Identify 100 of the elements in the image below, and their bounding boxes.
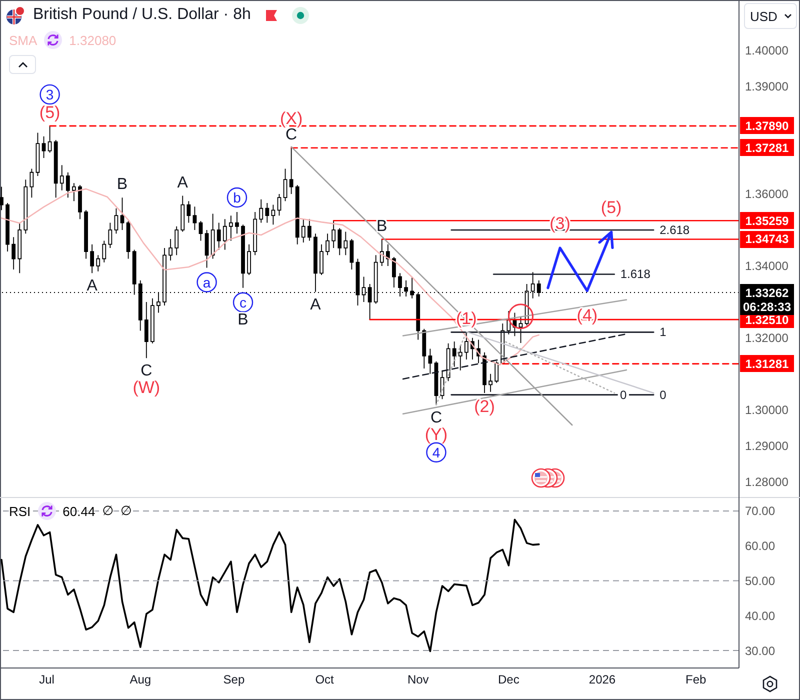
candlestick bbox=[222, 218, 227, 250]
annotation: (2) bbox=[474, 396, 495, 416]
candlestick bbox=[452, 341, 456, 368]
candlestick bbox=[307, 218, 312, 242]
annotation: 1.32080 bbox=[69, 32, 116, 48]
candlestick bbox=[247, 244, 251, 276]
candlestick bbox=[6, 202, 10, 252]
annotation: (W) bbox=[132, 378, 160, 398]
y-tick-label: 1.32000 bbox=[745, 331, 789, 346]
y-tick-label: 1.40000 bbox=[745, 43, 789, 58]
candlestick bbox=[289, 147, 294, 194]
candlestick bbox=[392, 256, 396, 288]
annotation: B bbox=[376, 218, 388, 235]
annotation: C bbox=[430, 409, 442, 426]
data-label: 1.37890 bbox=[740, 117, 794, 134]
candlestick bbox=[301, 218, 306, 244]
series-label: RSI bbox=[9, 504, 31, 518]
candlestick bbox=[192, 206, 197, 230]
candlestick bbox=[422, 328, 426, 369]
x-tick-label: Jul bbox=[39, 672, 54, 687]
annotation: C bbox=[140, 362, 152, 380]
annotation: B bbox=[116, 176, 128, 194]
candlestick bbox=[464, 331, 468, 360]
line-series bbox=[0, 188, 540, 366]
candlestick bbox=[458, 344, 462, 371]
y-tick-label: 30.00 bbox=[745, 644, 776, 658]
annotation: 2.618 bbox=[660, 222, 690, 237]
chart-title: British Pound / U.S. Dollar · 8h bbox=[33, 6, 251, 24]
candlestick bbox=[271, 204, 276, 226]
y-tick-label: 40.00 bbox=[745, 608, 776, 623]
annotation: (5) bbox=[600, 198, 622, 218]
candlestick bbox=[0, 186, 4, 211]
candlestick bbox=[283, 168, 288, 202]
annotation: (X) bbox=[280, 108, 303, 128]
candlestick bbox=[265, 202, 270, 224]
annotation: (5) bbox=[39, 102, 60, 122]
annotation: c bbox=[240, 294, 247, 310]
candlestick bbox=[228, 215, 233, 242]
candlestick bbox=[72, 182, 76, 202]
candlestick bbox=[314, 233, 318, 292]
candlestick bbox=[114, 208, 118, 234]
data-label: 1.35259 bbox=[740, 212, 794, 230]
annotation: 0 bbox=[660, 388, 667, 402]
candlestick bbox=[48, 126, 52, 154]
y-tick-label: 1.28000 bbox=[745, 475, 789, 490]
candlestick bbox=[204, 230, 209, 268]
y-tick-label: 1.34000 bbox=[745, 259, 789, 274]
annotation: 1.618 bbox=[620, 267, 651, 282]
candlestick bbox=[144, 301, 148, 359]
candlestick bbox=[108, 222, 112, 248]
candlestick bbox=[380, 238, 384, 266]
candlestick bbox=[494, 360, 499, 384]
candlestick bbox=[66, 172, 70, 198]
candlestick bbox=[174, 226, 179, 256]
candlestick bbox=[518, 316, 523, 344]
candlestick bbox=[259, 198, 264, 224]
candlestick bbox=[102, 240, 106, 263]
candlestick bbox=[60, 164, 64, 191]
candlestick bbox=[326, 233, 330, 256]
annotation: b bbox=[233, 189, 242, 206]
data-label: 1.32510 bbox=[740, 311, 794, 328]
candlestick bbox=[216, 222, 221, 250]
candlestick bbox=[18, 222, 22, 274]
annotation: 0 bbox=[620, 388, 628, 402]
candlestick bbox=[168, 238, 173, 262]
candlestick bbox=[30, 168, 34, 198]
dropdown: USD bbox=[744, 3, 797, 29]
annotation: 4 bbox=[432, 444, 440, 460]
candlestick bbox=[150, 298, 154, 344]
annotation: (Y) bbox=[424, 424, 448, 444]
annotation: A bbox=[310, 296, 322, 314]
annotation: A bbox=[86, 278, 98, 295]
annotation: A bbox=[177, 174, 188, 192]
candlestick bbox=[96, 254, 100, 272]
candlestick bbox=[12, 236, 16, 270]
candlestick bbox=[350, 238, 354, 270]
annotation: 60.44 bbox=[62, 504, 96, 518]
data-label: 1.31281 bbox=[740, 355, 794, 372]
x-tick-label: Sep bbox=[223, 672, 245, 687]
y-tick-label: 1.36000 bbox=[745, 187, 789, 202]
annotation: 3 bbox=[46, 86, 54, 102]
text: SMA bbox=[9, 32, 38, 48]
candlestick bbox=[241, 224, 245, 288]
candlestick bbox=[198, 220, 203, 242]
candlestick bbox=[488, 373, 493, 392]
candlestick bbox=[320, 244, 324, 276]
candlestick bbox=[344, 231, 348, 256]
data-label: 1.34743 bbox=[740, 230, 794, 248]
candlestick bbox=[24, 179, 28, 234]
annotation: B bbox=[238, 311, 248, 328]
candlestick bbox=[78, 184, 82, 220]
candlestick bbox=[338, 228, 342, 256]
candlestick bbox=[90, 244, 94, 274]
y-tick-label: 1.39000 bbox=[745, 79, 789, 94]
candlestick bbox=[120, 197, 124, 230]
line-series bbox=[0, 518, 540, 652]
candlestick bbox=[235, 212, 239, 234]
x-tick-label: Dec bbox=[498, 672, 520, 687]
x-tick-label: Nov bbox=[407, 672, 429, 687]
candlestick bbox=[42, 136, 46, 158]
